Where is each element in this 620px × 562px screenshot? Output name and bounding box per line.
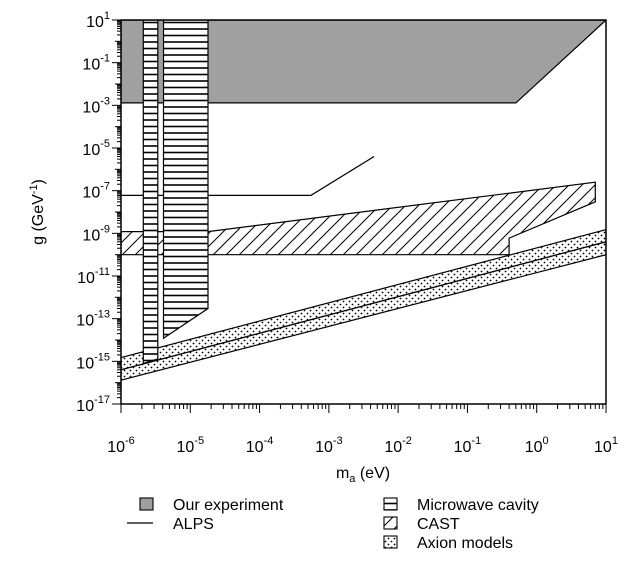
alps-line <box>121 155 375 197</box>
y-tick-label: 10-5 <box>82 138 110 159</box>
y-tick-label: 101 <box>86 10 110 31</box>
legend-label: ALPS <box>173 516 214 533</box>
legend-item: ALPS <box>127 516 214 533</box>
legend: Our experiment ALPS Microwave cavity CAST Ax… <box>127 497 539 552</box>
legend-swatch <box>383 497 398 511</box>
y-tick-label: 10-15 <box>76 351 110 372</box>
x-tick-label: 10-5 <box>176 435 204 456</box>
x-tick-label: 10-6 <box>107 435 135 456</box>
x-tick-label: 101 <box>594 435 618 456</box>
legend-label: CAST <box>417 516 460 533</box>
axion-models-band <box>121 228 606 381</box>
x-tick-label: 100 <box>525 435 549 456</box>
legend-swatch <box>383 516 398 530</box>
y-axis-tick-labels: 101 10-1 10-3 10-5 10-7 10-9 10-11 10-13 10-15 10… <box>76 10 110 415</box>
x-axis-ticks <box>120 404 607 413</box>
y-tick-label: 10-9 <box>82 223 110 244</box>
y-axis-ticks <box>112 19 121 405</box>
y-tick-label: 10-13 <box>76 309 110 330</box>
legend-label: Our experiment <box>173 497 284 514</box>
y-tick-label: 10-3 <box>82 95 110 116</box>
legend-swatch <box>383 535 398 549</box>
x-axis-tick-labels: 10-6 10-5 10-4 10-3 10-2 10-1 100 101 <box>107 435 618 456</box>
plot-regions <box>121 20 606 381</box>
y-tick-label: 10-11 <box>77 266 110 287</box>
x-axis-label: ma (eV) <box>336 465 390 485</box>
x-tick-label: 10-4 <box>246 435 274 456</box>
y-tick-label: 10-7 <box>82 181 110 202</box>
legend-item: Our experiment <box>139 497 284 514</box>
microwave-cavity-region-1 <box>142 20 159 365</box>
axion-models-center-line <box>121 241 606 371</box>
x-tick-label: 10-3 <box>315 435 343 456</box>
legend-item: Axion models <box>383 535 513 552</box>
our-experiment-region <box>121 20 606 104</box>
legend-label: Microwave cavity <box>417 497 539 514</box>
y-axis-label: g (GeV-1) <box>28 179 47 245</box>
x-tick-label: 10-1 <box>454 435 482 456</box>
y-tick-label: 10-17 <box>76 394 110 415</box>
y-tick-label: 10-1 <box>82 53 110 74</box>
x-tick-label: 10-2 <box>384 435 412 456</box>
microwave-cavity-region-2 <box>162 20 209 340</box>
legend-label: Axion models <box>417 535 513 552</box>
legend-swatch <box>139 497 154 511</box>
legend-item: Microwave cavity <box>383 497 539 514</box>
legend-item: CAST <box>383 516 460 533</box>
